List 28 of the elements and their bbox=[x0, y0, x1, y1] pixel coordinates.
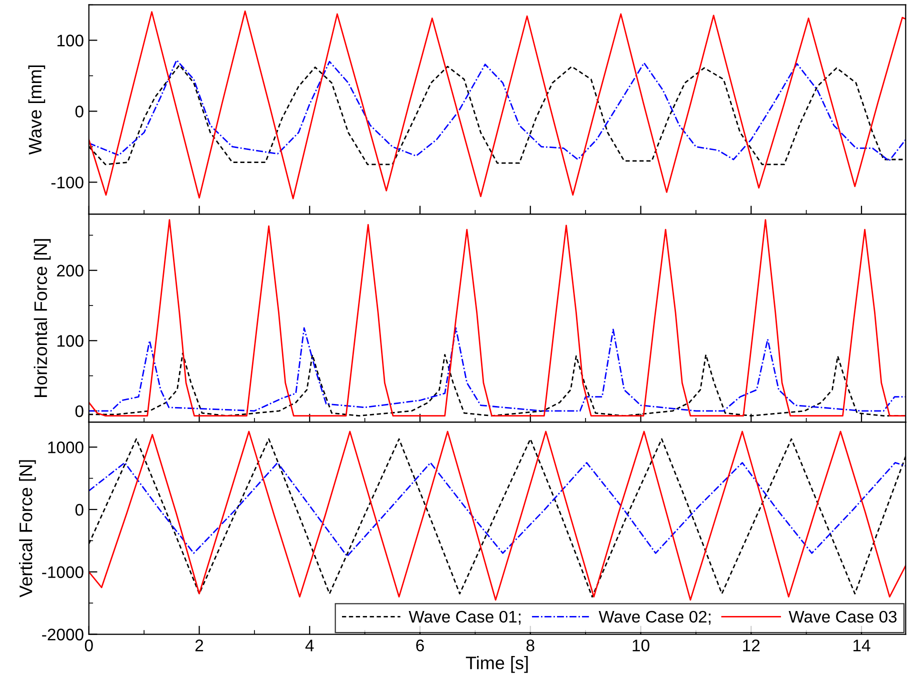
y-tick-label: 0 bbox=[75, 405, 84, 418]
y-tick-label: -2000 bbox=[42, 628, 84, 640]
x-tick-label: 2 bbox=[195, 640, 204, 652]
line-series bbox=[88, 10, 906, 200]
line-series bbox=[88, 462, 906, 557]
x-tick-label: 10 bbox=[632, 640, 650, 652]
y-tick-label: 0 bbox=[75, 504, 84, 516]
y-axis-title: Horizontal Force [N] bbox=[34, 239, 51, 397]
line-series bbox=[88, 219, 906, 417]
y-axis-title: Vertical Force [N] bbox=[19, 460, 36, 598]
y-tick-label: 100 bbox=[57, 335, 84, 347]
y-tick-label: 0 bbox=[75, 106, 84, 118]
x-tick-label: 4 bbox=[305, 640, 314, 652]
legend-label: Wave Case 01; bbox=[408, 610, 520, 625]
y-tick-label: 200 bbox=[57, 264, 84, 277]
y-tick-label: 1000 bbox=[48, 442, 84, 454]
x-tick-label: 14 bbox=[853, 640, 870, 652]
legend-label: Wave Case 03 bbox=[788, 610, 897, 623]
y-axis-title: Wave [mm] bbox=[28, 65, 46, 155]
y-tick-label: -1000 bbox=[42, 566, 84, 578]
x-axis-title: Time [s] bbox=[466, 656, 528, 673]
x-tick-label: 12 bbox=[743, 640, 760, 652]
x-tick-label: 8 bbox=[526, 640, 534, 652]
y-tick-label: 100 bbox=[57, 34, 84, 46]
x-tick-label: 6 bbox=[416, 640, 424, 652]
legend-label: Wave Case 02; bbox=[598, 610, 710, 625]
y-tick-label: -100 bbox=[51, 176, 84, 188]
x-tick-label: 0 bbox=[84, 640, 93, 652]
